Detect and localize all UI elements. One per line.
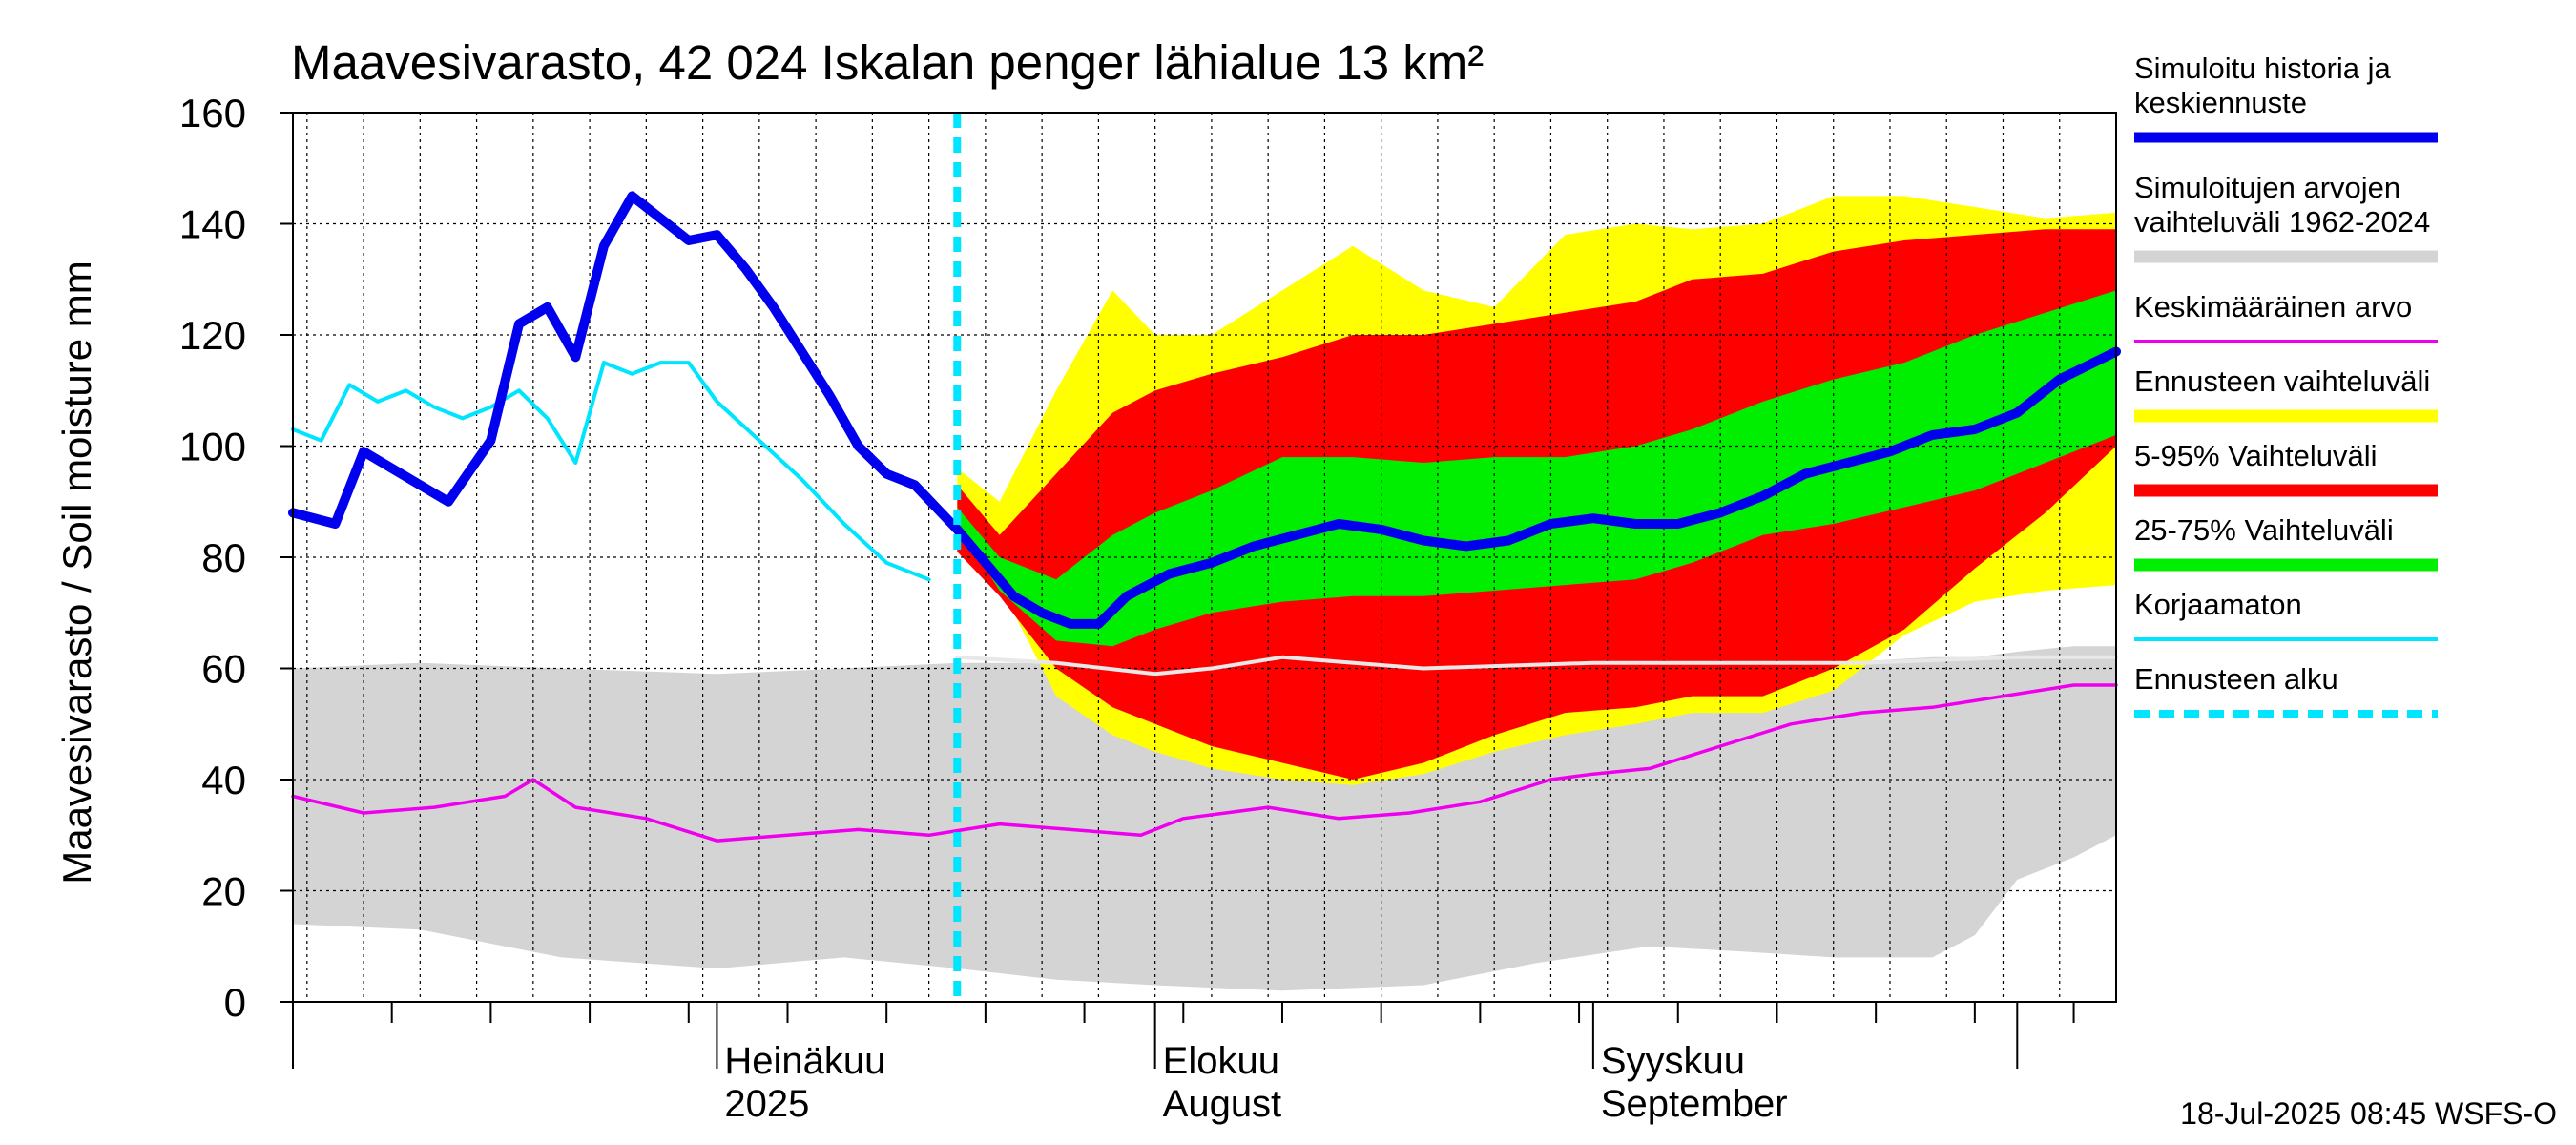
x-month-label: Syyskuu — [1601, 1040, 1745, 1082]
legend-label: Korjaamaton — [2134, 588, 2302, 621]
y-tick-label: 20 — [201, 869, 246, 914]
band-4 — [957, 290, 2116, 647]
series-line-1 — [288, 191, 2121, 629]
y-tick-label: 100 — [179, 425, 246, 469]
legend-label: Simuloitu historia ja — [2134, 52, 2392, 85]
x-year-label: 2025 — [724, 1083, 809, 1125]
lines-layer — [288, 113, 2121, 1002]
series-line-3 — [291, 683, 2118, 843]
bands-layer — [293, 196, 2116, 991]
y-tick-label: 80 — [201, 535, 246, 580]
band-1 — [293, 646, 2116, 991]
x-year-label: August — [1163, 1083, 1282, 1125]
series-line-4 — [955, 655, 2118, 677]
x-year-label: September — [1601, 1083, 1788, 1125]
legend-label: Ennusteen vaihteluväli — [2134, 364, 2430, 398]
legend-label: Simuloitujen arvojen — [2134, 171, 2400, 204]
y-axis-label: Maavesivarasto / Soil moisture mm — [54, 260, 99, 885]
y-tick-label: 0 — [224, 980, 246, 1025]
legend-label: Ennusteen alku — [2134, 662, 2338, 696]
x-month-label: Heinäkuu — [724, 1040, 885, 1082]
y-tick-label: 140 — [179, 202, 246, 247]
x-month-label: Elokuu — [1163, 1040, 1279, 1082]
legend-label: 25-75% Vaihteluväli — [2134, 513, 2394, 547]
legend-label: Keskimääräinen arvo — [2134, 290, 2412, 323]
footer-timestamp: 18-Jul-2025 08:45 WSFS-O — [2180, 1096, 2557, 1131]
series-line-2 — [291, 361, 931, 582]
y-tick-label: 160 — [179, 91, 246, 135]
legend-label: keskiennuste — [2134, 86, 2307, 119]
chart-title: Maavesivarasto, 42 024 Iskalan penger lä… — [291, 35, 1484, 90]
y-tick-label: 40 — [201, 758, 246, 802]
y-tick-label: 120 — [179, 313, 246, 358]
legend-label: 5-95% Vaihteluväli — [2134, 439, 2377, 472]
y-tick-label: 60 — [201, 647, 246, 692]
legend-label: vaihteluväli 1962-2024 — [2134, 205, 2430, 239]
